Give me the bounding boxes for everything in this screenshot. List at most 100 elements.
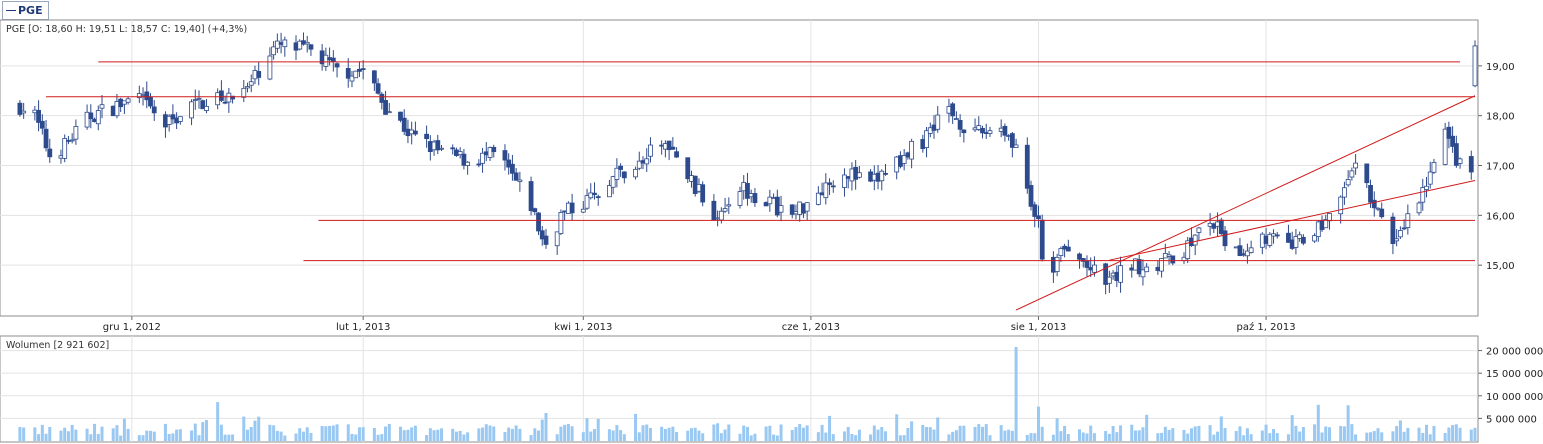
volume-bar	[1398, 420, 1402, 441]
volume-bar	[1197, 425, 1201, 441]
volume-bar	[592, 429, 596, 441]
volume-bar	[492, 426, 496, 441]
volume-bar	[1078, 429, 1082, 441]
volume-bar	[398, 426, 402, 441]
volume-bar	[689, 428, 693, 441]
candle-down	[450, 147, 456, 150]
candle-down	[1237, 245, 1243, 256]
candle-down	[308, 44, 314, 50]
volume-bar	[1223, 427, 1227, 441]
volume-bar	[1432, 425, 1436, 441]
candle-up	[177, 116, 183, 122]
volume-bar	[1163, 426, 1167, 441]
volume-bar	[1081, 432, 1085, 441]
candle-up	[166, 115, 172, 125]
candle-down	[200, 100, 206, 110]
volume-bar	[906, 428, 910, 441]
volume-bar	[1055, 418, 1059, 441]
candle-down	[256, 71, 262, 78]
volume-bar	[223, 434, 227, 441]
candle-up	[1342, 187, 1347, 198]
candle-up	[465, 161, 471, 166]
volume-bar	[1059, 431, 1063, 441]
price-tick-label: 16,00	[1486, 211, 1515, 222]
candle-down	[1032, 204, 1038, 217]
candle-up	[1345, 179, 1351, 186]
volume-bar	[1376, 428, 1380, 441]
candle-down	[745, 183, 750, 199]
volume-bar	[440, 428, 444, 441]
volume-bar	[973, 426, 977, 441]
candle-down	[1446, 126, 1452, 139]
volume-bar	[816, 432, 820, 441]
candle-up	[73, 126, 79, 140]
candle-up	[644, 158, 650, 165]
volume-bar	[1119, 425, 1123, 441]
candle-up	[1457, 158, 1463, 164]
volume-bar	[458, 430, 462, 441]
volume-bar	[876, 429, 880, 441]
volume-bar	[1275, 433, 1279, 441]
volume-bar	[246, 429, 250, 441]
volume-bar	[167, 433, 171, 441]
volume-bar	[328, 425, 332, 441]
volume-bar	[44, 433, 48, 441]
volume-bar	[1313, 424, 1317, 441]
candle-up	[1192, 234, 1198, 246]
candle-down	[1039, 219, 1045, 260]
volume-bar	[171, 433, 175, 441]
candle-up	[607, 185, 612, 198]
volume-bar	[1346, 405, 1350, 441]
candle-down	[1065, 246, 1071, 252]
candle-down	[345, 68, 351, 79]
candle-down	[670, 146, 676, 150]
volume-bar	[357, 427, 361, 441]
volume-grid	[0, 336, 1478, 442]
volume-bar	[872, 425, 876, 441]
volume-bar	[89, 434, 93, 441]
volume-bar	[1115, 432, 1119, 441]
volume-bar	[925, 426, 929, 441]
candle-up	[1013, 144, 1019, 149]
volume-bar	[1171, 428, 1175, 441]
volume-bar	[1242, 435, 1246, 441]
volume-bar	[947, 434, 951, 441]
volume-bar	[324, 426, 328, 441]
price-info-label: PGE [O: 18,60 H: 19,51 L: 18,57 C: 19,40…	[6, 24, 247, 35]
volume-bar	[686, 430, 690, 441]
candle-up	[722, 208, 728, 212]
volume-bar	[149, 430, 153, 441]
volume-bar	[1066, 434, 1070, 441]
volume-bar	[1454, 424, 1458, 441]
candle-down	[711, 200, 717, 221]
volume-bar	[413, 425, 417, 441]
candle-up	[924, 130, 929, 148]
candle-up	[1185, 240, 1191, 260]
candle-up	[1353, 162, 1359, 169]
date-tick-label: paź 1, 2013	[1237, 321, 1296, 333]
volume-bar	[1294, 425, 1298, 441]
candle-up	[386, 111, 392, 114]
candle-up	[1159, 258, 1164, 272]
volume-bar	[111, 428, 115, 441]
candle-down	[502, 150, 508, 161]
candle-down	[1371, 199, 1377, 209]
volume-bar	[723, 429, 727, 441]
candle-down	[666, 140, 672, 151]
candle-down	[980, 127, 985, 134]
price-y-axis: 19,00 18,00 17,00 16,00 15,00	[1478, 62, 1515, 272]
volume-bar	[1167, 429, 1171, 441]
candle-down	[1084, 260, 1090, 268]
volume-bar	[1040, 426, 1044, 441]
volume-bar	[406, 429, 410, 441]
volume-bar	[204, 419, 208, 441]
candle-down	[398, 111, 403, 121]
candle-up	[726, 204, 732, 207]
volume-bar	[1029, 433, 1033, 441]
candle-up	[633, 168, 638, 178]
volume-bar	[1260, 430, 1264, 441]
volume-bar	[775, 435, 779, 441]
volume-tick-label: 5 000 000	[1486, 414, 1537, 425]
volume-bar	[484, 424, 488, 441]
